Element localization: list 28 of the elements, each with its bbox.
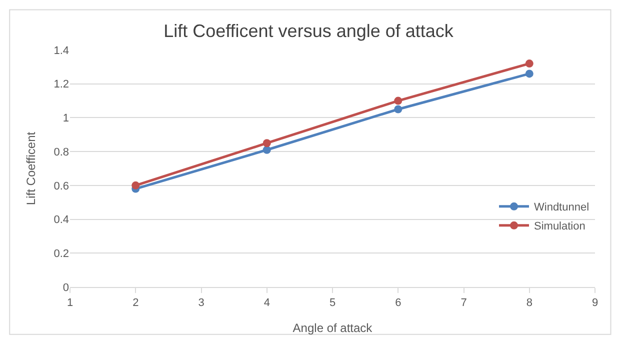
x-axis-title: Angle of attack: [292, 321, 374, 336]
point: [525, 70, 534, 78]
point: [262, 146, 271, 154]
y-tick-label: 1: [62, 112, 69, 125]
legend-label: Simulation: [534, 220, 586, 233]
y-tick-label: 0.6: [54, 180, 69, 192]
legend-label: Windtunnel: [534, 202, 590, 214]
point: [132, 181, 140, 190]
x-tick-label: 5: [329, 297, 336, 310]
y-tick-label: 0.8: [54, 146, 69, 158]
point: [262, 139, 271, 148]
point: [394, 96, 402, 105]
y-tick-label: 1.4: [54, 44, 69, 57]
x-tick-label: 7: [460, 297, 467, 310]
x-tick-label: 8: [526, 297, 532, 310]
point: [525, 60, 534, 68]
chart-title: Lift Coefficent versus angle of attack: [164, 20, 454, 41]
x-tick-label: 2: [132, 297, 139, 310]
y-tick-label: 1.2: [54, 78, 69, 91]
x-tick-label: 4: [264, 297, 270, 310]
point: [394, 105, 402, 114]
y-tick-label: 0: [62, 282, 69, 294]
y-tick-label: 0.4: [54, 214, 69, 226]
y-tick-label: 0.2: [54, 248, 69, 260]
y-axis-title: Lift Coefficent: [24, 131, 38, 206]
x-tick-label: 3: [198, 297, 204, 310]
x-tick-label: 6: [395, 297, 402, 310]
x-tick-label: 9: [592, 297, 598, 310]
